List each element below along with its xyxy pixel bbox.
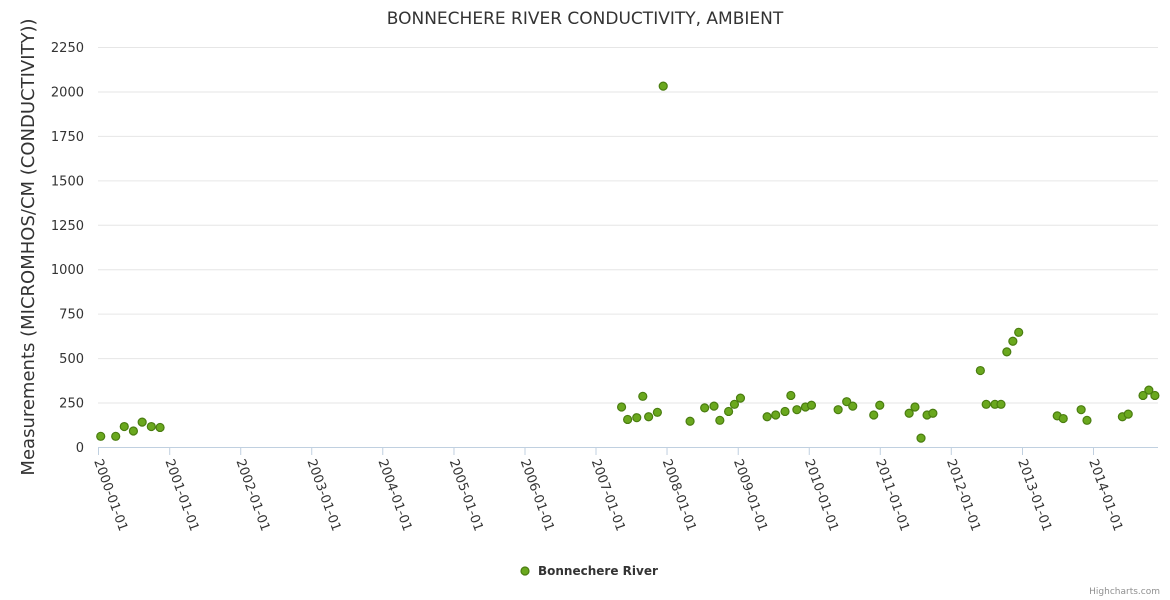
y-tick-labels: 0 250 500 750 1000 1250 1500 1750 2000 2250 [51, 41, 84, 456]
data-point[interactable] [848, 401, 858, 411]
grid-lines [98, 47, 1158, 404]
x-tick-label: 2005-01-01 [446, 457, 486, 533]
data-point[interactable] [111, 431, 121, 441]
data-point[interactable] [1014, 327, 1024, 337]
data-point[interactable] [616, 402, 627, 412]
data-point[interactable] [875, 400, 885, 410]
x-tick-label: 2002-01-01 [232, 457, 272, 533]
data-point[interactable] [644, 412, 654, 422]
data-point[interactable] [916, 433, 926, 443]
x-tick-label: 2008-01-01 [659, 457, 699, 533]
data-point[interactable] [1002, 347, 1012, 357]
data-point[interactable] [700, 403, 710, 413]
data-point[interactable] [792, 405, 802, 415]
data-point[interactable] [1008, 336, 1018, 346]
y-tick-label: 500 [59, 352, 84, 367]
data-point[interactable] [119, 421, 129, 432]
data-point[interactable] [658, 81, 668, 91]
data-point[interactable] [685, 416, 695, 426]
y-tick-label: 1750 [51, 130, 84, 145]
data-point[interactable] [981, 399, 991, 409]
y-tick-label: 750 [59, 308, 84, 323]
data-point[interactable] [1138, 390, 1148, 401]
data-point[interactable] [780, 406, 790, 417]
x-tick-label: 2014-01-01 [1085, 457, 1125, 533]
data-point[interactable] [1123, 409, 1133, 419]
legend-marker-icon[interactable] [520, 566, 530, 576]
x-tick-labels: 2000-01-01 2001-01-01 2002-01-01 2003-01-01… [90, 447, 1125, 533]
data-point[interactable] [1082, 415, 1092, 425]
y-tick-label: 2250 [51, 41, 84, 56]
y-tick-label: 2000 [51, 85, 84, 100]
data-point[interactable] [928, 408, 938, 418]
legend-item-label[interactable]: Bonnechere River [538, 564, 658, 578]
data-point[interactable] [762, 412, 772, 422]
data-point[interactable] [996, 399, 1006, 409]
x-tick-label: 2006-01-01 [517, 457, 557, 533]
data-point[interactable] [786, 390, 796, 401]
y-axis-label: Measurements (MICROMHOS/CM (CONDUCTIVITY… [18, 18, 39, 475]
data-point[interactable] [155, 422, 165, 433]
x-tick-label: 2000-01-01 [90, 457, 130, 533]
data-point[interactable] [910, 402, 920, 412]
data-point[interactable] [729, 399, 740, 409]
data-point[interactable] [128, 426, 139, 436]
x-tick-label: 2004-01-01 [375, 457, 415, 533]
data-point[interactable] [715, 415, 725, 425]
data-point[interactable] [842, 397, 852, 407]
y-tick-label: 1250 [51, 219, 84, 234]
data-point[interactable] [137, 417, 147, 427]
data-point[interactable] [96, 431, 106, 441]
x-tick-label: 2012-01-01 [943, 457, 983, 533]
data-point[interactable] [869, 410, 879, 420]
data-point[interactable] [904, 408, 914, 418]
data-point[interactable] [146, 421, 156, 432]
data-point[interactable] [735, 393, 746, 403]
y-tick-label: 1500 [51, 174, 84, 189]
data-point[interactable] [1144, 385, 1154, 395]
data-point[interactable] [709, 401, 719, 411]
data-point[interactable] [632, 413, 642, 423]
data-point[interactable] [975, 365, 985, 376]
x-tick-label: 2007-01-01 [588, 457, 628, 533]
x-tick-label: 2009-01-01 [730, 457, 770, 533]
data-point[interactable] [1058, 413, 1068, 424]
y-tick-label: 0 [76, 441, 84, 456]
x-tick-label: 2010-01-01 [801, 457, 841, 533]
y-tick-label: 1000 [51, 263, 84, 278]
credits-link[interactable]: Highcharts.com [1089, 587, 1160, 597]
legend[interactable]: Bonnechere River [520, 564, 658, 578]
data-point[interactable] [771, 410, 781, 420]
data-point[interactable] [638, 391, 648, 401]
chart-title: BONNECHERE RIVER CONDUCTIVITY, AMBIENT [387, 9, 784, 29]
data-point[interactable] [1150, 390, 1160, 401]
x-tick-label: 2011-01-01 [872, 457, 912, 533]
x-tick-label: 2013-01-01 [1014, 457, 1054, 533]
data-point[interactable] [806, 400, 817, 410]
data-point[interactable] [723, 406, 734, 417]
series-points[interactable] [96, 81, 1160, 443]
y-tick-label: 250 [59, 397, 84, 412]
x-tick-label: 2003-01-01 [303, 457, 343, 533]
data-point[interactable] [1076, 405, 1086, 415]
data-point[interactable] [833, 405, 843, 415]
x-tick-label: 2001-01-01 [161, 457, 201, 533]
data-point[interactable] [652, 407, 662, 417]
data-point[interactable] [623, 414, 633, 425]
